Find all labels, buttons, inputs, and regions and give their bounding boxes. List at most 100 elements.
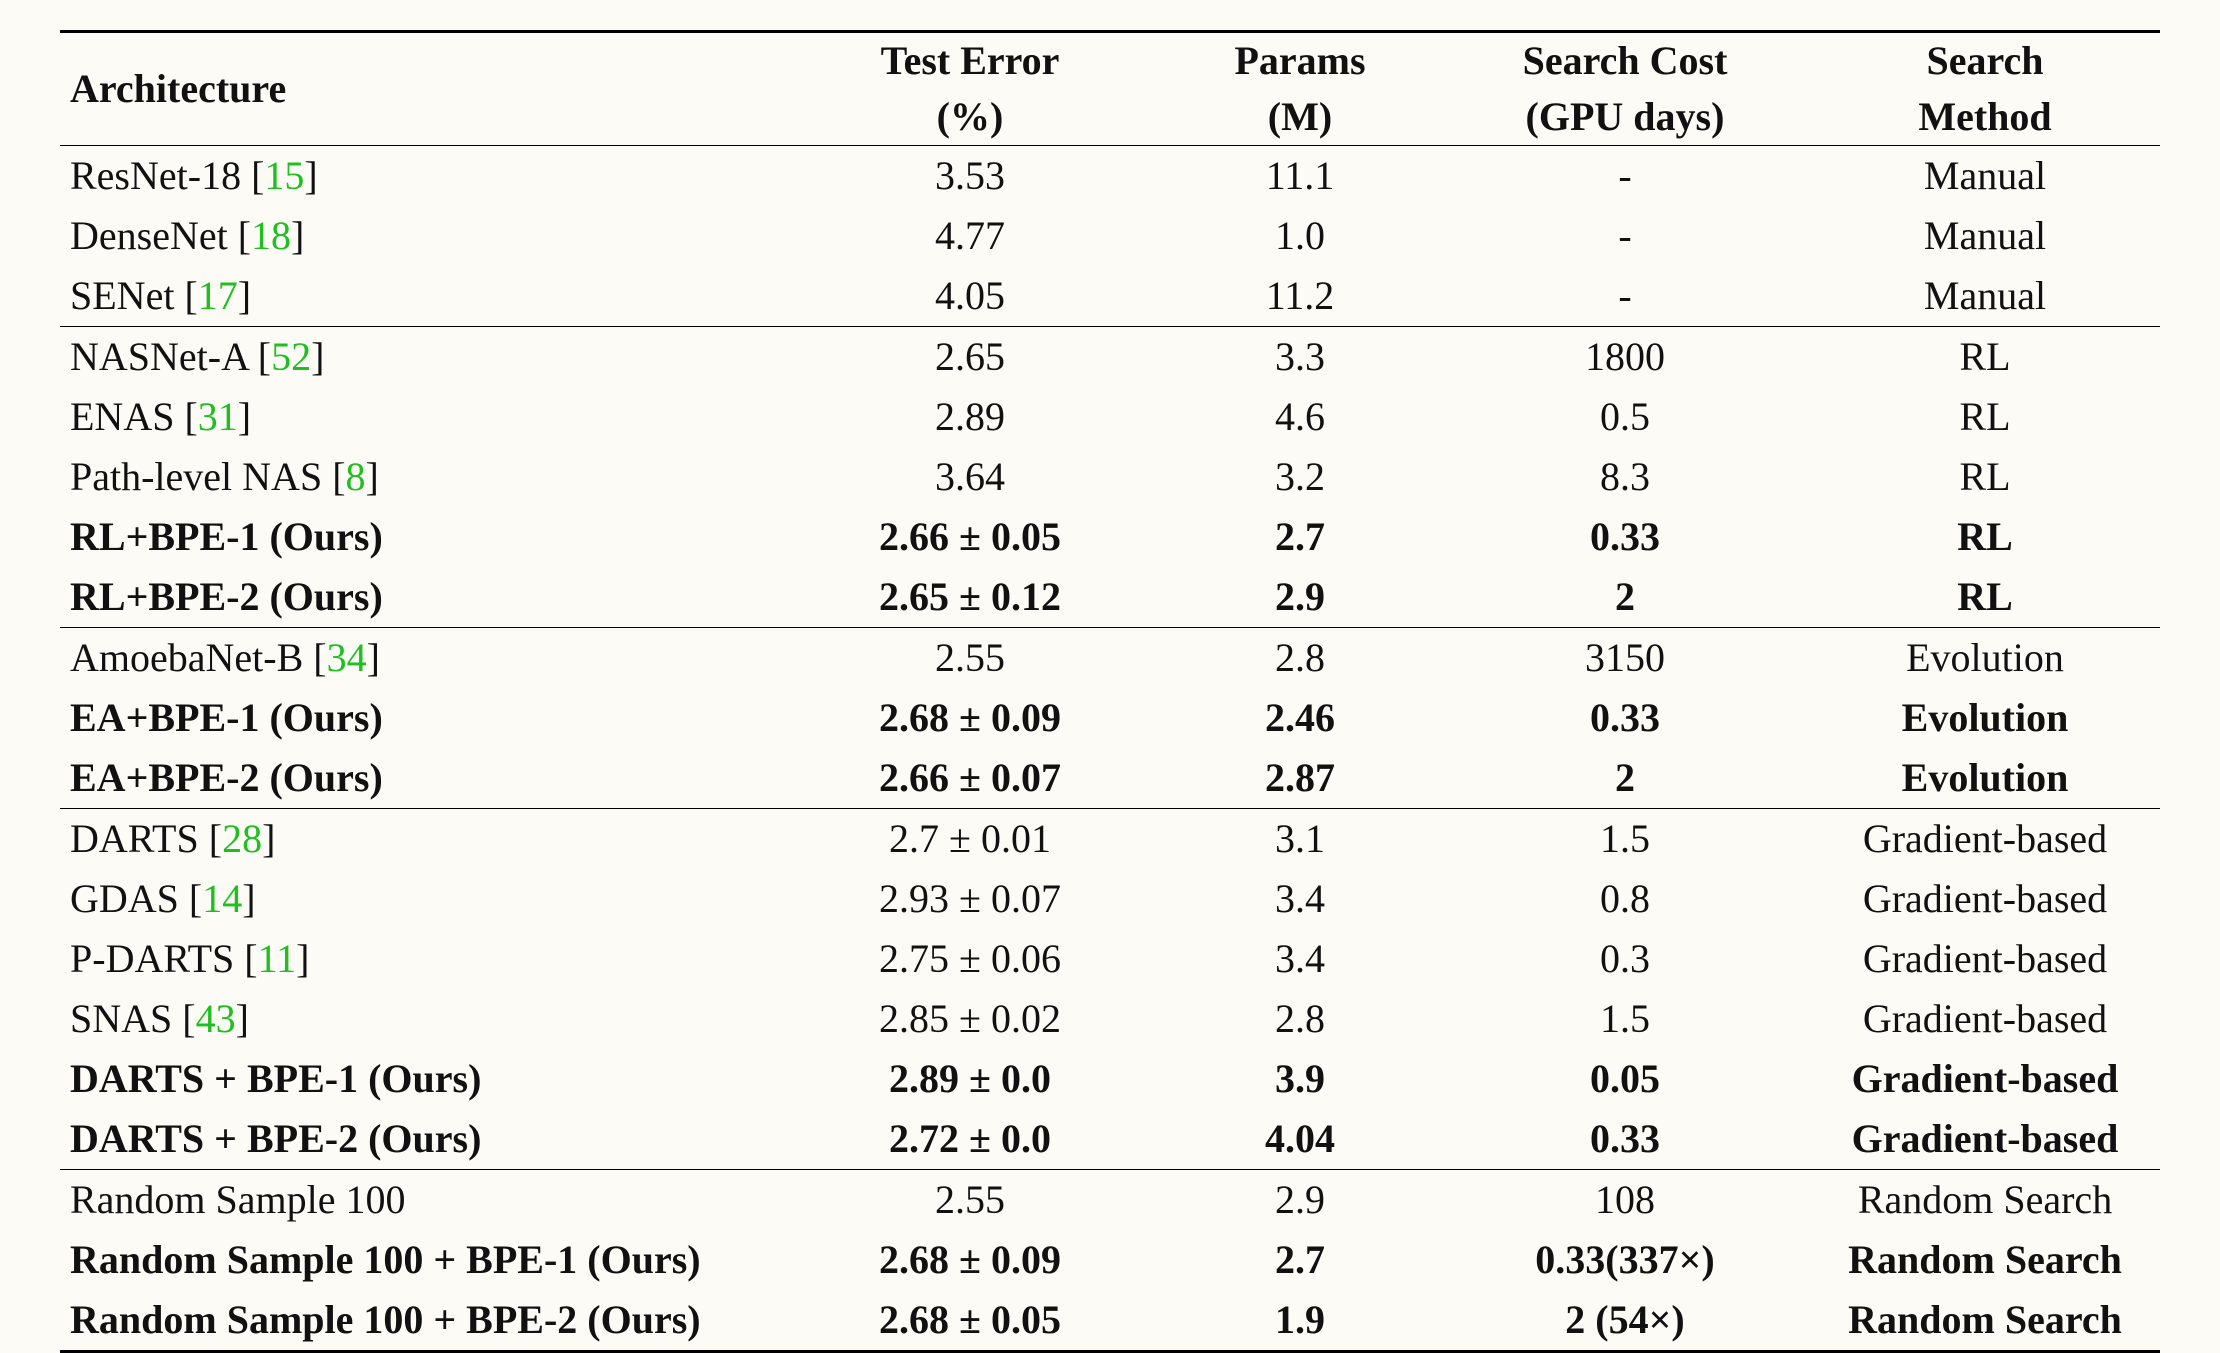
architecture-cell: EA+BPE-1 (Ours) bbox=[60, 688, 780, 748]
table-row: P-DARTS [11]2.75 ± 0.063.40.3Gradient-ba… bbox=[60, 929, 2160, 989]
table-row: SNAS [43]2.85 ± 0.022.81.5Gradient-based bbox=[60, 989, 2160, 1049]
citation-link[interactable]: 28 bbox=[222, 816, 262, 861]
params-cell: 3.1 bbox=[1160, 809, 1440, 870]
architecture-name: RL+BPE-2 (Ours) bbox=[70, 574, 383, 619]
search-method-cell: Evolution bbox=[1810, 688, 2160, 748]
test-error-cell: 2.7 ± 0.01 bbox=[780, 809, 1160, 870]
test-error-cell: 2.68 ± 0.09 bbox=[780, 1230, 1160, 1290]
table-row: ENAS [31]2.894.60.5RL bbox=[60, 387, 2160, 447]
search-cost-cell: - bbox=[1440, 146, 1810, 207]
params-cell: 2.8 bbox=[1160, 628, 1440, 689]
table-row: Random Sample 1002.552.9108Random Search bbox=[60, 1170, 2160, 1231]
test-error-cell: 2.65 bbox=[780, 327, 1160, 388]
architecture-cell: P-DARTS [11] bbox=[60, 929, 780, 989]
architecture-cell: Path-level NAS [8] bbox=[60, 447, 780, 507]
citation-link[interactable]: 52 bbox=[271, 334, 311, 379]
search-cost-cell: 0.33 bbox=[1440, 507, 1810, 567]
table-row: ResNet-18 [15]3.5311.1-Manual bbox=[60, 146, 2160, 207]
col-header-search-cost-l2: (GPU days) bbox=[1440, 89, 1810, 146]
search-method-cell: Gradient-based bbox=[1810, 809, 2160, 870]
test-error-cell: 2.68 ± 0.09 bbox=[780, 688, 1160, 748]
table-body: ResNet-18 [15]3.5311.1-ManualDenseNet [1… bbox=[60, 146, 2160, 1352]
params-cell: 3.9 bbox=[1160, 1049, 1440, 1109]
architecture-cell: Random Sample 100 + BPE-1 (Ours) bbox=[60, 1230, 780, 1290]
citation-link[interactable]: 17 bbox=[198, 273, 238, 318]
table-row: DARTS + BPE-1 (Ours)2.89 ± 0.03.90.05Gra… bbox=[60, 1049, 2160, 1109]
architecture-name: GDAS bbox=[70, 876, 179, 921]
architecture-name: EA+BPE-1 (Ours) bbox=[70, 695, 383, 740]
citation-link[interactable]: 34 bbox=[327, 635, 367, 680]
col-header-search-cost-l1: Search Cost bbox=[1440, 32, 1810, 90]
architecture-name: Path-level NAS bbox=[70, 454, 322, 499]
params-cell: 2.9 bbox=[1160, 567, 1440, 628]
table-row: NASNet-A [52]2.653.31800RL bbox=[60, 327, 2160, 388]
search-cost-cell: 0.3 bbox=[1440, 929, 1810, 989]
architecture-name: RL+BPE-1 (Ours) bbox=[70, 514, 383, 559]
search-cost-cell: 0.33 bbox=[1440, 688, 1810, 748]
architecture-cell: Random Sample 100 + BPE-2 (Ours) bbox=[60, 1290, 780, 1352]
test-error-cell: 2.89 bbox=[780, 387, 1160, 447]
nas-comparison-table: Architecture Test Error Params Search Co… bbox=[60, 30, 2160, 1353]
params-cell: 2.7 bbox=[1160, 1230, 1440, 1290]
table-row: AmoebaNet-B [34]2.552.83150Evolution bbox=[60, 628, 2160, 689]
table-row: DenseNet [18]4.771.0-Manual bbox=[60, 206, 2160, 266]
architecture-cell: SENet [17] bbox=[60, 266, 780, 327]
architecture-name: SNAS bbox=[70, 996, 172, 1041]
search-method-cell: Manual bbox=[1810, 266, 2160, 327]
params-cell: 3.2 bbox=[1160, 447, 1440, 507]
citation-link[interactable]: 31 bbox=[198, 394, 238, 439]
test-error-cell: 2.55 bbox=[780, 628, 1160, 689]
search-method-cell: RL bbox=[1810, 567, 2160, 628]
architecture-cell: DARTS + BPE-1 (Ours) bbox=[60, 1049, 780, 1109]
citation-link[interactable]: 11 bbox=[258, 936, 297, 981]
architecture-cell: NASNet-A [52] bbox=[60, 327, 780, 388]
params-cell: 2.8 bbox=[1160, 989, 1440, 1049]
params-cell: 11.1 bbox=[1160, 146, 1440, 207]
search-method-cell: Gradient-based bbox=[1810, 989, 2160, 1049]
params-cell: 3.3 bbox=[1160, 327, 1440, 388]
test-error-cell: 2.65 ± 0.12 bbox=[780, 567, 1160, 628]
architecture-name: SENet bbox=[70, 273, 174, 318]
search-cost-cell: 1.5 bbox=[1440, 809, 1810, 870]
architecture-name: P-DARTS bbox=[70, 936, 234, 981]
search-method-cell: RL bbox=[1810, 447, 2160, 507]
test-error-cell: 2.89 ± 0.0 bbox=[780, 1049, 1160, 1109]
search-cost-cell: 0.8 bbox=[1440, 869, 1810, 929]
params-cell: 1.0 bbox=[1160, 206, 1440, 266]
test-error-cell: 2.55 bbox=[780, 1170, 1160, 1231]
params-cell: 3.4 bbox=[1160, 869, 1440, 929]
architecture-cell: ENAS [31] bbox=[60, 387, 780, 447]
search-method-cell: Manual bbox=[1810, 146, 2160, 207]
architecture-name: Random Sample 100 bbox=[70, 1177, 406, 1222]
params-cell: 4.6 bbox=[1160, 387, 1440, 447]
architecture-name: DARTS + BPE-2 (Ours) bbox=[70, 1116, 481, 1161]
col-header-search-method-l1: Search bbox=[1810, 32, 2160, 90]
test-error-cell: 2.66 ± 0.05 bbox=[780, 507, 1160, 567]
architecture-name: Random Sample 100 + BPE-1 (Ours) bbox=[70, 1237, 701, 1282]
architecture-cell: SNAS [43] bbox=[60, 989, 780, 1049]
table-row: RL+BPE-1 (Ours)2.66 ± 0.052.70.33RL bbox=[60, 507, 2160, 567]
search-method-cell: RL bbox=[1810, 387, 2160, 447]
table-row: Random Sample 100 + BPE-1 (Ours) 2.68 ± 0… bbox=[60, 1230, 2160, 1290]
citation-link[interactable]: 15 bbox=[264, 153, 304, 198]
test-error-cell: 4.77 bbox=[780, 206, 1160, 266]
citation-link[interactable]: 14 bbox=[202, 876, 242, 921]
citation-link[interactable]: 8 bbox=[346, 454, 366, 499]
test-error-cell: 3.53 bbox=[780, 146, 1160, 207]
table-row: DARTS + BPE-2 (Ours)2.72 ± 0.04.040.33Gr… bbox=[60, 1109, 2160, 1170]
citation-link[interactable]: 43 bbox=[196, 996, 236, 1041]
search-method-cell: Random Search bbox=[1810, 1170, 2160, 1231]
search-cost-cell: 0.05 bbox=[1440, 1049, 1810, 1109]
citation-link[interactable]: 18 bbox=[251, 213, 291, 258]
search-cost-cell: - bbox=[1440, 206, 1810, 266]
col-header-search-method-l2: Method bbox=[1810, 89, 2160, 146]
search-cost-cell: 2 bbox=[1440, 748, 1810, 809]
architecture-cell: Random Sample 100 bbox=[60, 1170, 780, 1231]
search-method-cell: RL bbox=[1810, 507, 2160, 567]
architecture-name: ENAS bbox=[70, 394, 174, 439]
test-error-cell: 4.05 bbox=[780, 266, 1160, 327]
search-method-cell: Random Search bbox=[1810, 1290, 2160, 1352]
search-cost-cell: 3150 bbox=[1440, 628, 1810, 689]
search-method-cell: Manual bbox=[1810, 206, 2160, 266]
col-header-architecture: Architecture bbox=[60, 32, 780, 146]
